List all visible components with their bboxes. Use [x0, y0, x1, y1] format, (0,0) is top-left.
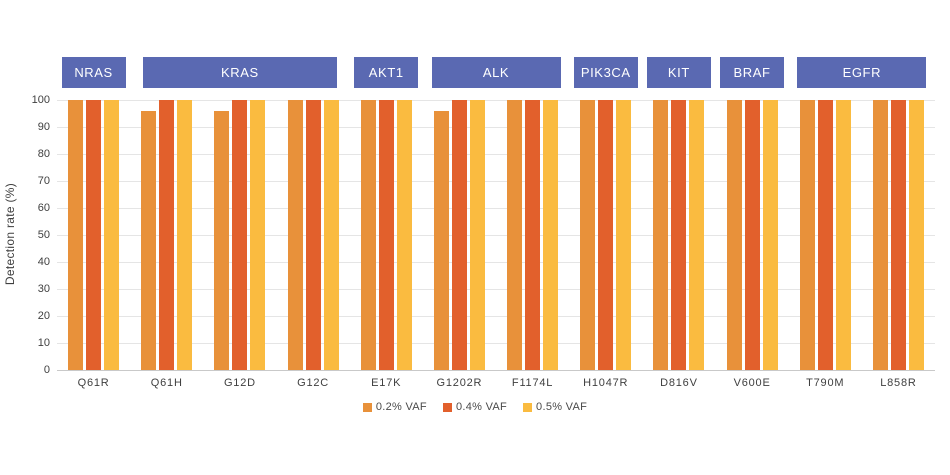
x-label-H1047R: H1047R: [583, 377, 629, 389]
y-tick-label: 70: [37, 175, 50, 187]
x-label-G1202R: G1202R: [436, 377, 483, 389]
bar-T790M-0.4vaf: [817, 100, 833, 370]
bar-V600E-0.2vaf: [726, 100, 742, 370]
x-label-V600E: V600E: [733, 377, 771, 389]
bar-G1202R-0.2vaf: [433, 110, 449, 370]
bar-T790M-0.5vaf: [835, 100, 851, 370]
bar-Q61R-0.2vaf: [68, 100, 84, 370]
bar-G12D-0.5vaf: [250, 100, 266, 370]
bar-V600E-0.5vaf: [762, 100, 778, 370]
gridline: [57, 127, 935, 128]
bar-T790M-0.2vaf: [799, 100, 815, 370]
y-tick-label: 90: [37, 121, 50, 133]
x-label-G12C: G12C: [297, 377, 330, 389]
bar-H1047R-0.2vaf: [580, 100, 596, 370]
bar-E17K-0.5vaf: [396, 100, 412, 370]
legend-item-0.5vaf: 0.5% VAF: [523, 401, 587, 413]
legend-swatch-icon: [523, 402, 533, 412]
bar-Q61R-0.4vaf: [86, 100, 102, 370]
gridline: [57, 235, 935, 236]
bar-G12C-0.4vaf: [305, 100, 321, 370]
gene-box-AKT1: AKT1: [354, 57, 419, 88]
x-label-Q61H: Q61H: [150, 377, 183, 389]
bar-G1202R-0.5vaf: [469, 100, 485, 370]
bar-H1047R-0.5vaf: [616, 100, 632, 370]
bar-Q61H-0.5vaf: [177, 100, 193, 370]
gridline: [57, 289, 935, 290]
bar-F1174L-0.2vaf: [507, 100, 523, 370]
bar-Q61H-0.4vaf: [159, 100, 175, 370]
bar-G12C-0.5vaf: [323, 100, 339, 370]
gridline: [57, 181, 935, 182]
y-tick-label: 80: [37, 148, 50, 160]
y-tick-label: 20: [37, 310, 50, 322]
legend-swatch-icon: [362, 402, 372, 412]
bar-H1047R-0.4vaf: [598, 100, 614, 370]
x-label-T790M: T790M: [806, 377, 845, 389]
bar-Q61H-0.2vaf: [141, 110, 157, 370]
bar-E17K-0.2vaf: [360, 100, 376, 370]
bar-L858R-0.2vaf: [872, 100, 888, 370]
bar-G12D-0.4vaf: [232, 100, 248, 370]
bar-Q61R-0.5vaf: [104, 100, 120, 370]
y-tick-label: 0: [43, 364, 50, 376]
legend: 0.2% VAF 0.4% VAF 0.5% VAF: [0, 399, 950, 415]
bar-G1202R-0.4vaf: [451, 100, 467, 370]
y-tick-label: 100: [31, 94, 50, 106]
bar-E17K-0.4vaf: [378, 100, 394, 370]
gridline: [57, 316, 935, 317]
gridline: [57, 262, 935, 263]
bar-D816V-0.5vaf: [689, 100, 705, 370]
gene-box-NRAS: NRAS: [61, 57, 126, 88]
gridline: [57, 208, 935, 209]
x-label-G12D: G12D: [223, 377, 256, 389]
y-tick-label: 40: [37, 256, 50, 268]
x-label-E17K: E17K: [371, 377, 402, 389]
x-label-L858R: L858R: [880, 377, 917, 389]
gene-box-KRAS: KRAS: [142, 57, 337, 88]
legend-item-0.2vaf: 0.2% VAF: [362, 401, 427, 413]
legend-label: 0.2% VAF: [375, 401, 427, 413]
gene-box-EGFR: EGFR: [797, 57, 927, 88]
x-label-F1174L: F1174L: [511, 377, 554, 389]
bar-L858R-0.5vaf: [908, 100, 924, 370]
legend-swatch-icon: [442, 402, 452, 412]
y-tick-label: 30: [37, 283, 50, 295]
bar-D816V-0.2vaf: [653, 100, 669, 370]
bar-F1174L-0.4vaf: [525, 100, 541, 370]
y-tick-label: 60: [37, 202, 50, 214]
gridline: [57, 343, 935, 344]
plot-area: 0 10 20 30 40 50 60 70 80 90 100: [32, 95, 935, 376]
gene-box-ALK: ALK: [431, 57, 561, 88]
bar-V600E-0.4vaf: [744, 100, 760, 370]
bar-G12C-0.2vaf: [287, 100, 303, 370]
y-tick-label: 50: [37, 229, 50, 241]
legend-label: 0.4% VAF: [455, 401, 508, 413]
gene-box-PIK3CA: PIK3CA: [573, 57, 638, 88]
gridline: [57, 100, 935, 101]
bar-G12D-0.2vaf: [214, 110, 230, 370]
y-tick-label: 10: [37, 337, 50, 349]
x-label-D816V: D816V: [660, 377, 698, 389]
x-axis-line: [57, 370, 935, 371]
bar-D816V-0.4vaf: [671, 100, 687, 370]
bar-F1174L-0.5vaf: [543, 100, 559, 370]
gene-box-KIT: KIT: [646, 57, 711, 88]
x-label-Q61R: Q61R: [77, 377, 110, 389]
gene-box-BRAF: BRAF: [720, 57, 785, 88]
gridline: [57, 154, 935, 155]
legend-label: 0.5% VAF: [536, 401, 588, 413]
legend-item-0.4vaf: 0.4% VAF: [442, 401, 508, 413]
bar-L858R-0.4vaf: [890, 100, 906, 370]
